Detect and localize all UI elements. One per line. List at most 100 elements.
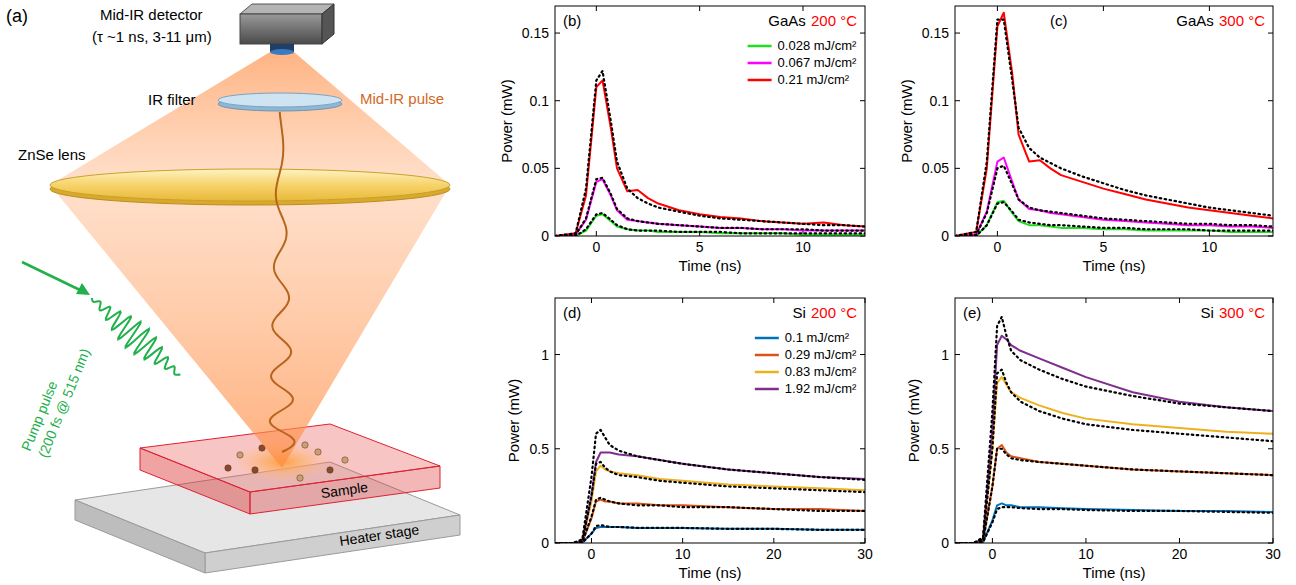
y-tick [860,354,865,355]
title-temperature: 300 °C [1219,12,1265,29]
y-tick [555,100,560,101]
title: Si [1200,304,1213,321]
detector-front [240,14,322,44]
carrier [297,475,303,481]
series-group [955,13,1273,236]
y-tick [955,448,960,449]
data-line [555,179,865,236]
panel-label: (e) [963,304,981,321]
y-tick [955,33,960,34]
x-tick [997,231,998,236]
legend-label: 0.1 mJ/cm² [785,330,850,345]
x-tick [596,6,597,11]
x-tick-label: 10 [1078,546,1094,562]
legend-swatch [748,62,772,65]
legend-label: 0.067 mJ/cm² [778,55,857,70]
y-axis-title: Power (mW) [498,79,515,162]
y-axis-title: Power (mW) [905,379,922,462]
beam-label: Mid-IR pulse [360,90,444,107]
carrier [342,457,348,463]
filter-label: IR filter [148,91,196,108]
y-tick [1268,168,1273,169]
y-tick [860,168,865,169]
y-tick-label: 0 [941,535,949,551]
data-line [955,377,1273,543]
y-tick [860,33,865,34]
y-tick-label: 1 [541,347,549,363]
legend-label: 0.83 mJ/cm² [785,364,857,379]
x-tick-label: 0 [989,546,997,562]
fit-line [955,166,1273,236]
y-tick [860,448,865,449]
legend-swatch [755,388,779,391]
carrier [302,442,308,448]
x-tick-label: 5 [1100,239,1108,255]
fit-line [555,462,865,543]
title-temperature: 300 °C [1219,304,1265,321]
carrier [252,467,258,473]
x-tick-label: 30 [1265,546,1281,562]
detector-label: Mid-IR detector [100,6,203,23]
legend: 0.028 mJ/cm²0.067 mJ/cm²0.21 mJ/cm² [748,38,857,87]
x-tick [1103,231,1104,236]
detector-top [240,4,334,14]
plot-frame [955,6,1273,236]
y-tick [1268,33,1273,34]
plot-area [555,6,865,236]
data-line [555,453,865,543]
y-tick [555,354,560,355]
y-tick-label: 0.05 [522,160,549,176]
y-tick-label: 0.5 [930,441,950,457]
series-group [955,317,1273,543]
plot-area [955,298,1273,543]
plot-frame [555,6,865,236]
data-line [955,445,1273,543]
pump-label-group: Pump pulse(200 fs @ 515 nm) [18,339,93,459]
y-tick-label: 0.05 [922,160,949,176]
sample-label: Sample [320,479,369,501]
x-tick [1179,298,1180,303]
pump-wave [92,298,180,375]
title: GaAs [1176,12,1214,29]
x-tick [596,231,597,236]
y-tick [955,168,960,169]
x-tick-label: 0 [592,239,600,255]
data-line [555,80,865,236]
plot-frame [955,298,1273,543]
x-tick [591,298,592,303]
y-tick-label: 0 [541,228,549,244]
legend-label: 0.21 mJ/cm² [778,72,850,87]
fit-line [955,317,1273,543]
plot-frame [555,298,865,543]
title-temperature: 200 °C [811,12,857,29]
fit-line [555,525,865,543]
y-axis-title: Power (mW) [505,379,522,462]
legend-swatch [748,79,772,82]
series-group [555,430,865,543]
legend-swatch [748,45,772,48]
lens [50,169,450,201]
carrier [327,467,333,473]
title-temperature: 200 °C [811,304,857,321]
x-tick-label: 10 [675,546,691,562]
x-tick-label: 20 [766,546,782,562]
beam-lower [50,185,450,468]
x-tick-label: 5 [696,239,704,255]
stage-front [205,515,460,573]
x-tick [997,6,998,11]
fit-line [955,507,1273,543]
x-tick-label: 10 [1202,239,1218,255]
panel-label: (c) [1050,12,1068,29]
legend: 0.1 mJ/cm²0.29 mJ/cm²0.83 mJ/cm²1.92 mJ/… [755,330,857,396]
beam-upper [50,52,450,185]
plot-area [955,6,1273,236]
x-tick [1209,231,1210,236]
detector-spec: (τ ~1 ns, 3-11 μm) [92,28,212,45]
fit-line [555,498,865,543]
x-tick [591,538,592,543]
data-line [955,336,1273,543]
x-tick [992,538,993,543]
pump-arrowhead [76,283,90,295]
x-axis-title: Time (ns) [679,564,742,581]
pump-arrow [22,262,82,291]
